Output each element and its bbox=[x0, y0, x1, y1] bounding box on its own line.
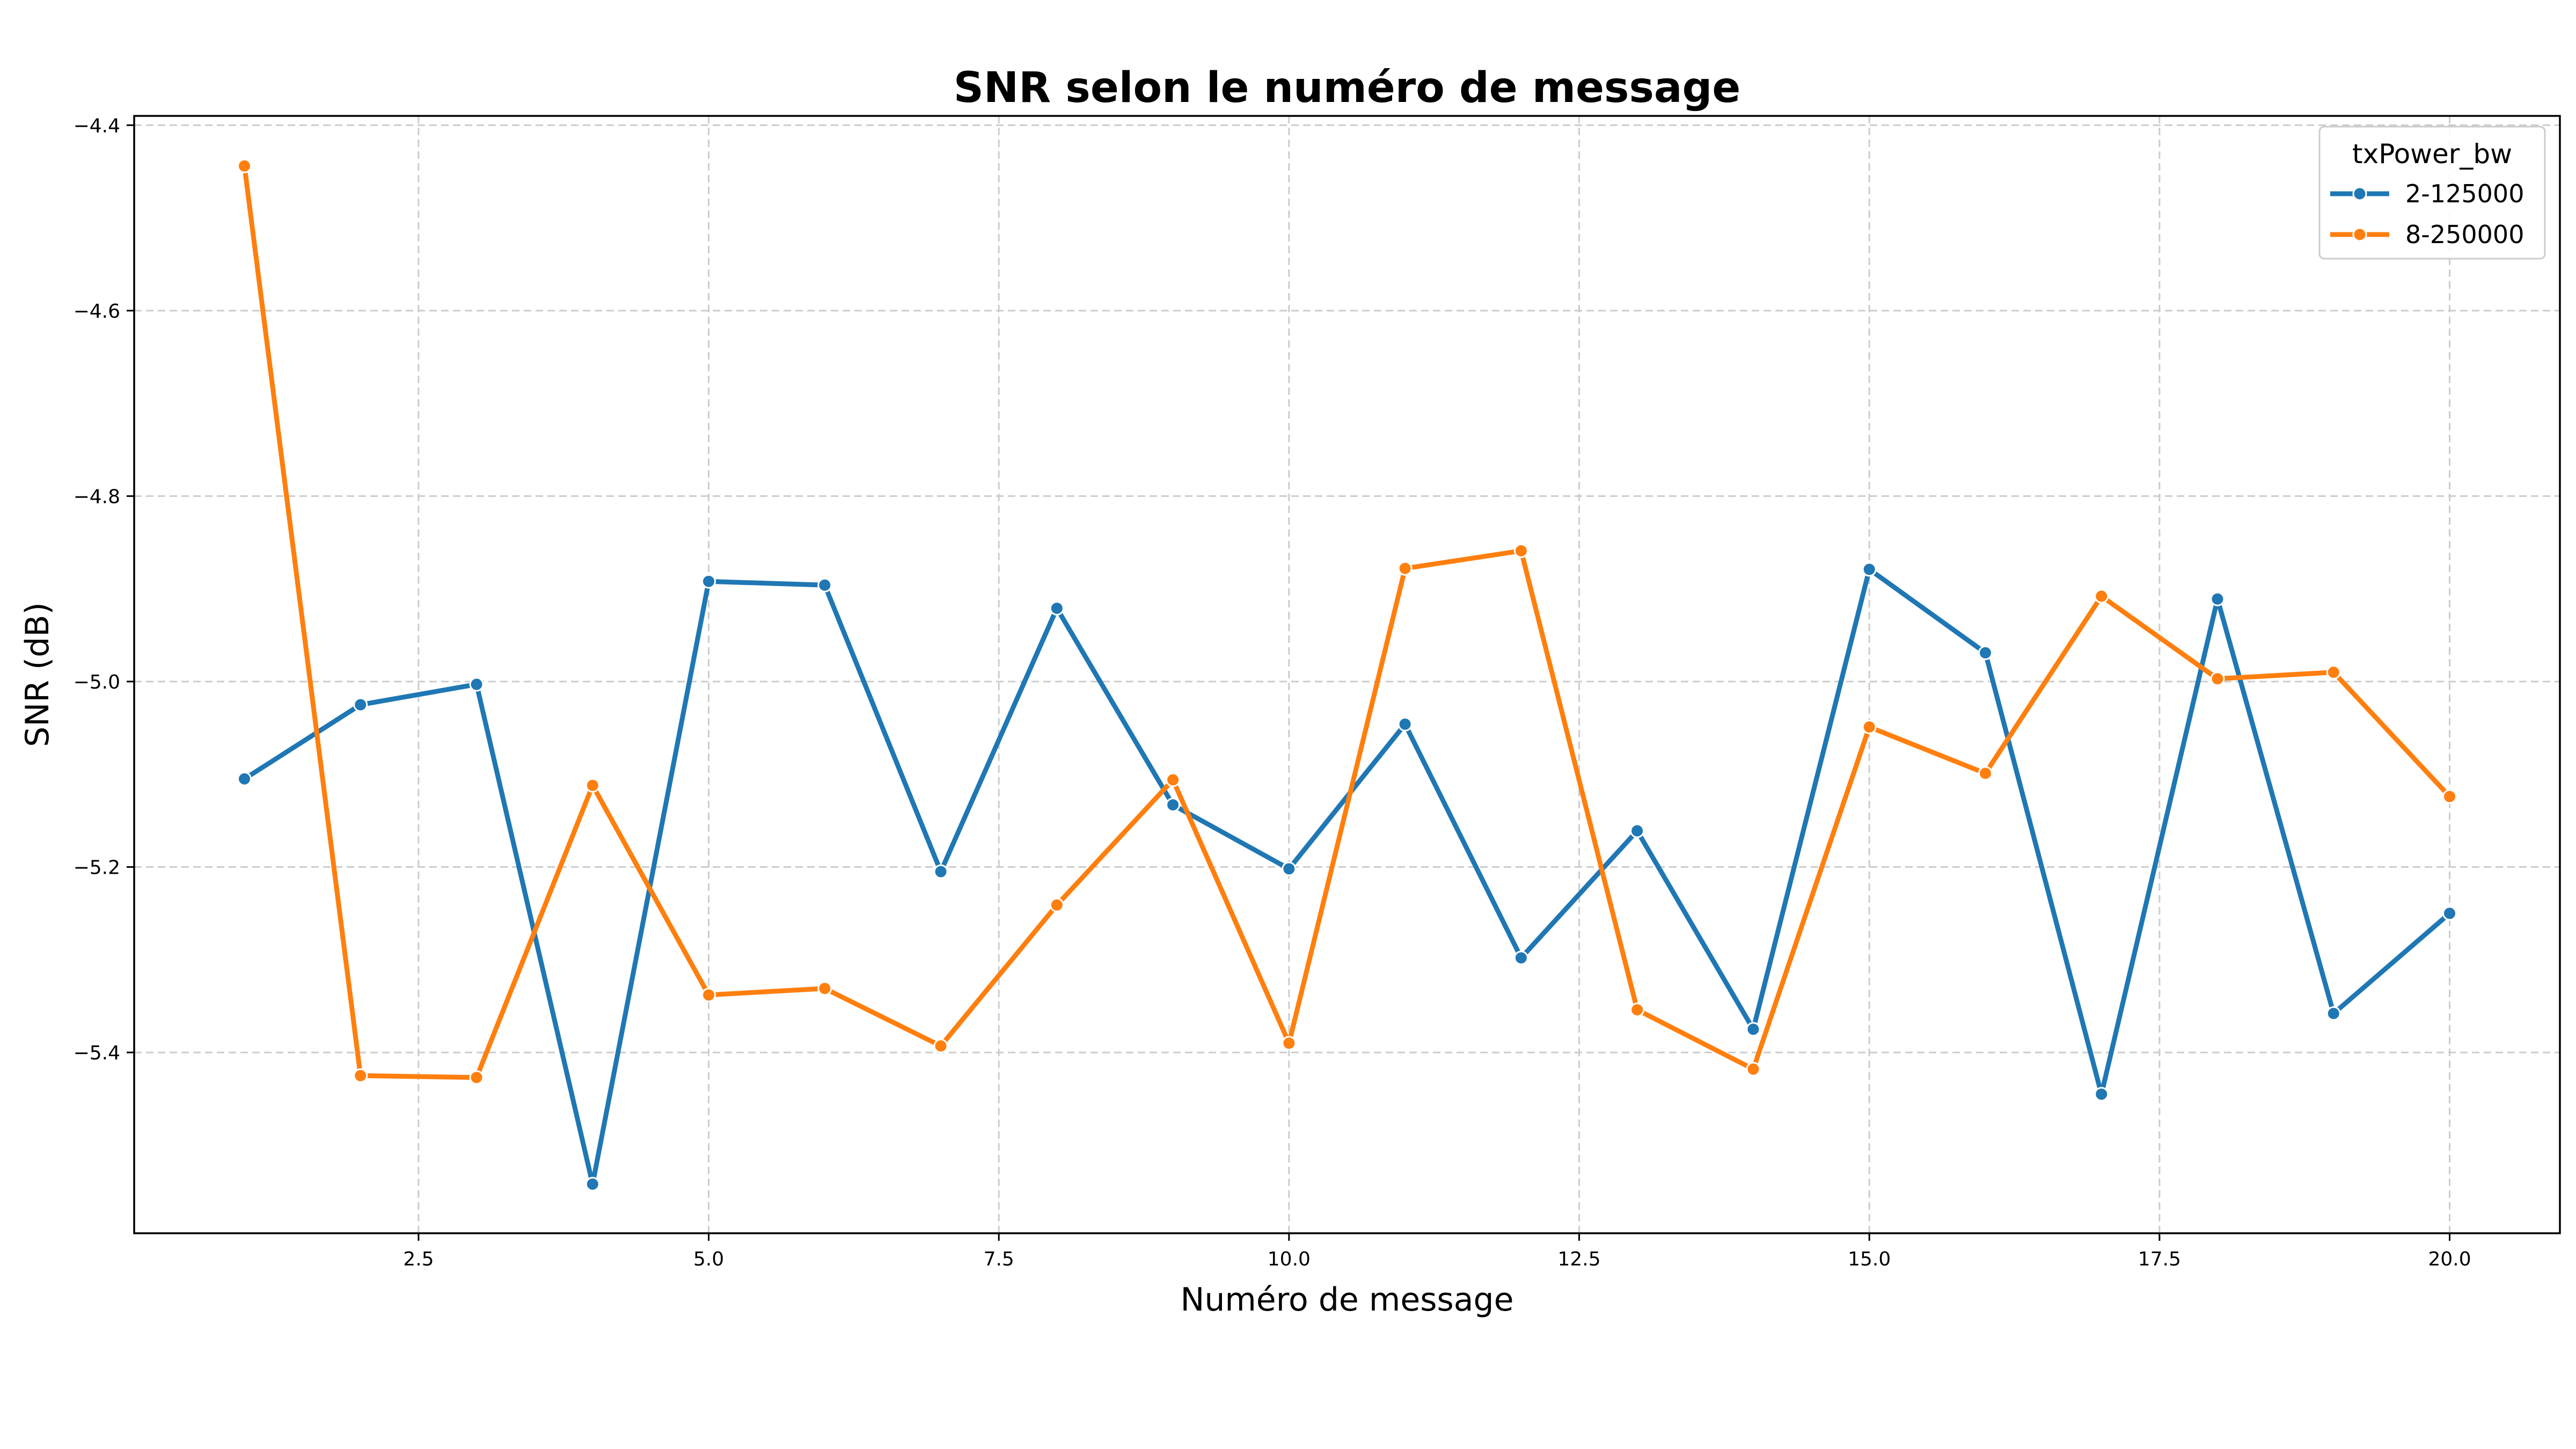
data-point bbox=[353, 697, 368, 712]
y-tick-label: −5.0 bbox=[74, 671, 120, 693]
data-point bbox=[1282, 1036, 1297, 1051]
data-point bbox=[585, 1176, 600, 1191]
x-tick-label: 2.5 bbox=[403, 1248, 434, 1270]
data-point bbox=[2094, 589, 2109, 604]
x-tick-label: 12.5 bbox=[1557, 1248, 1600, 1270]
legend-label: 8-250000 bbox=[2405, 220, 2524, 249]
y-tick-label: −5.4 bbox=[74, 1042, 120, 1064]
data-point bbox=[1978, 645, 1993, 660]
legend-item: 2-125000 bbox=[2330, 179, 2524, 208]
x-tick-label: 10.0 bbox=[1268, 1248, 1311, 1270]
data-point bbox=[1049, 601, 1064, 616]
y-tick-label: −4.8 bbox=[74, 486, 120, 508]
data-point bbox=[585, 778, 600, 793]
legend-items: 2-125000 8-250000 bbox=[2330, 179, 2524, 249]
series-8-250000 bbox=[237, 158, 2457, 1085]
data-point bbox=[2210, 671, 2225, 686]
data-point bbox=[2442, 906, 2457, 921]
data-point bbox=[2210, 591, 2225, 606]
plot-area-frame bbox=[133, 115, 2561, 1234]
data-point bbox=[1513, 950, 1528, 965]
y-tick-label: −5.2 bbox=[74, 857, 120, 879]
x-tick-label: 7.5 bbox=[984, 1248, 1014, 1270]
series-line bbox=[241, 165, 2451, 1080]
data-point bbox=[1166, 797, 1181, 813]
data-point bbox=[933, 1038, 948, 1053]
data-point bbox=[817, 577, 832, 592]
data-point bbox=[1049, 897, 1064, 912]
series-layer bbox=[237, 158, 2457, 1191]
data-point bbox=[1630, 823, 1645, 838]
data-point bbox=[1282, 861, 1297, 876]
data-point bbox=[237, 771, 252, 786]
data-point bbox=[237, 158, 252, 173]
data-point bbox=[1862, 720, 1877, 735]
y-tick-label: −4.6 bbox=[74, 301, 120, 323]
data-point bbox=[1166, 772, 1181, 787]
data-point bbox=[701, 987, 716, 1002]
data-point bbox=[1397, 716, 1413, 731]
data-point bbox=[817, 981, 832, 996]
data-point bbox=[469, 1070, 484, 1085]
data-point bbox=[353, 1068, 368, 1083]
data-point bbox=[1746, 1062, 1761, 1077]
legend-label: 2-125000 bbox=[2405, 179, 2524, 208]
data-point bbox=[701, 574, 716, 589]
data-point bbox=[2326, 665, 2341, 680]
data-point bbox=[2094, 1087, 2109, 1102]
data-point bbox=[1862, 562, 1877, 577]
data-point bbox=[1746, 1022, 1761, 1037]
legend-marker bbox=[2352, 186, 2367, 201]
y-tick-label: −4.4 bbox=[74, 115, 120, 137]
legend-marker bbox=[2352, 227, 2367, 242]
legend-item: 8-250000 bbox=[2330, 220, 2524, 249]
x-tick-label: 15.0 bbox=[1848, 1248, 1891, 1270]
legend-box bbox=[2318, 126, 2546, 260]
x-tick-label: 20.0 bbox=[2428, 1248, 2471, 1270]
data-point bbox=[1513, 543, 1528, 558]
x-tick-label: 5.0 bbox=[693, 1248, 724, 1270]
data-point bbox=[2326, 1006, 2341, 1021]
x-axis-title: Numéro de message bbox=[1180, 1281, 1513, 1319]
data-point bbox=[933, 864, 948, 879]
legend-title: txPower_bw bbox=[2352, 138, 2512, 170]
legend: txPower_bw 2-125000 8-250000 bbox=[2318, 126, 2546, 260]
data-point bbox=[2442, 789, 2457, 804]
data-point bbox=[469, 677, 484, 692]
data-point bbox=[1397, 561, 1413, 576]
y-axis-title: SNR (dB) bbox=[19, 602, 56, 747]
data-point bbox=[1978, 766, 1993, 781]
data-point bbox=[1630, 1002, 1645, 1018]
chart-title: SNR selon le numéro de message bbox=[954, 64, 1741, 112]
x-tick-label: 17.5 bbox=[2138, 1248, 2181, 1270]
axis-ticks: 2.5 5.0 7.5 10.0 12.5 15.0 17.5 20.0 −4.4 −4.6 −4.… bbox=[74, 115, 2471, 1270]
